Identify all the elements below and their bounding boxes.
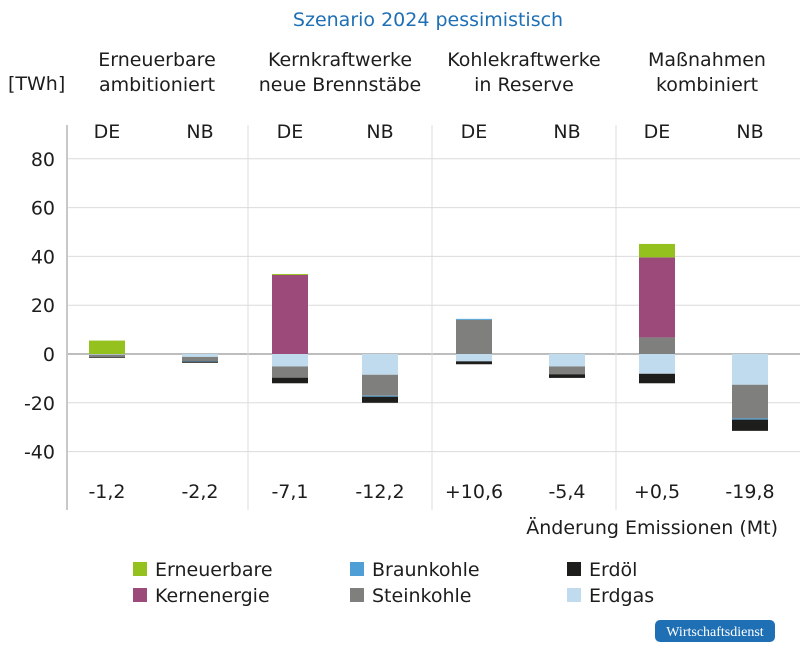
legend-label: Steinkohle [372,585,471,607]
emission-value: -7,1 [271,481,308,503]
bar-segment-steinkohle [89,354,125,358]
legend-label: Braunkohle [372,559,480,581]
bar-segment-steinkohle [456,319,492,354]
y-axis-label: [TWh] [8,73,65,95]
bar-segment-steinkohle [272,366,308,378]
wirtschaftsdienst-logo: Wirtschaftsdienst [655,620,775,642]
category-label: NB [553,121,580,143]
bar-segment-braunkohle [456,318,492,320]
category-label: NB [736,121,763,143]
bar-segment-erdgas [639,354,675,374]
bar-segment-steinkohle [362,374,398,396]
bar-segment-steinkohle [549,366,585,375]
emission-value: -1,2 [88,481,125,503]
bar-segment-erdöl [456,361,492,365]
group-header: Kohlekraftwerke [447,49,600,71]
bar-segment-erdöl [639,373,675,384]
bar-segment-erdgas [272,354,308,367]
svg-text:Wirtschaftsdienst: Wirtschaftsdienst [666,625,764,640]
group-header: neue Brennstäbe [259,74,421,96]
group-header: ambitioniert [99,74,215,96]
group-header: kombiniert [656,74,758,96]
category-label: DE [277,121,304,143]
bar-segment-steinkohle [732,384,768,419]
bar-segment-erdöl [182,361,218,363]
category-label: NB [366,121,393,143]
legend-label: Erneuerbare [155,559,273,581]
y-tick-label: 40 [31,246,55,268]
y-tick-label: -40 [24,442,55,464]
bar-segment-erneuerbare [89,340,125,354]
y-tick-label: 0 [43,344,55,366]
legend-item: Steinkohle [350,585,471,607]
legend-label: Kernenergie [155,585,270,607]
y-tick-label: 80 [31,149,55,171]
y-tick-label: 60 [31,198,55,220]
legend-item: Braunkohle [350,559,480,581]
legend-item: Erdöl [567,559,637,581]
bar-segment-erdgas [182,354,218,357]
bar-segment-erdöl [549,374,585,378]
legend-item: Erdgas [567,585,654,607]
bar-segment-erdöl [89,357,125,358]
bar-segment-braunkohle [732,418,768,420]
bar-segment-erneuerbare [272,273,308,275]
emission-value: -2,2 [181,481,218,503]
legend-swatch [133,588,147,602]
legend-item: Erneuerbare [133,559,273,581]
legend-label: Erdgas [589,585,654,607]
legend-swatch [350,588,364,602]
bar-segment-erdöl [362,396,398,403]
emission-value: -5,4 [548,481,585,503]
bar-segment-kernenergie [272,274,308,354]
group-header: in Reserve [474,74,574,96]
emissions-label: Änderung Emissionen (Mt) [526,516,778,539]
category-label: DE [94,121,121,143]
group-header: Erneuerbare [98,49,216,71]
bar-segment-kernenergie [639,257,675,338]
bar-segment-erdgas [732,354,768,385]
bar-segment-steinkohle [182,356,218,362]
emission-value: +10,6 [445,481,503,503]
bar-segment-erneuerbare [639,243,675,258]
legend-swatch [350,562,364,576]
bar-segment-erdgas [362,354,398,375]
bar-segment-erdöl [732,419,768,431]
y-tick-label: -20 [24,393,55,415]
legend-label: Erdöl [589,559,637,581]
category-label: DE [644,121,671,143]
legend-item: Kernenergie [133,585,270,607]
legend-swatch [133,562,147,576]
group-header: Maßnahmen [648,49,766,71]
group-header: Kernkraftwerke [268,49,412,71]
legend-swatch [567,588,581,602]
bar-segment-erdgas [456,354,492,362]
emission-value: -19,8 [725,481,774,503]
emission-value: +0,5 [634,481,680,503]
chart-title: Szenario 2024 pessimistisch [293,9,563,31]
bar-segment-braunkohle [362,395,398,397]
bar-segment-erdgas [549,354,585,367]
emission-value: -12,2 [355,481,404,503]
category-label: NB [186,121,213,143]
y-tick-label: 20 [31,295,55,317]
legend-swatch [567,562,581,576]
bar-segment-erdgas [89,354,125,355]
category-label: DE [461,121,488,143]
bar-segment-erdöl [272,377,308,384]
bar-segment-steinkohle [639,337,675,354]
